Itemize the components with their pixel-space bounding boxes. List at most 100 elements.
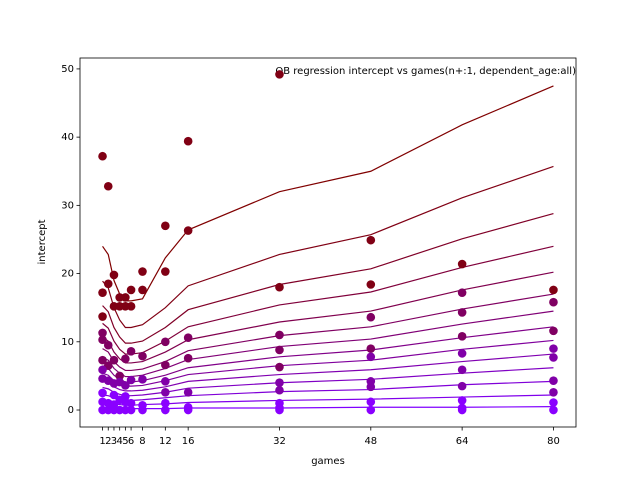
scatter-point bbox=[549, 353, 558, 362]
scatter-point bbox=[366, 382, 376, 392]
scatter-point bbox=[457, 403, 467, 413]
scatter-point bbox=[98, 365, 107, 375]
scatter-point bbox=[549, 285, 558, 295]
scatter-point bbox=[138, 375, 147, 384]
scatter-point bbox=[98, 288, 107, 297]
scatter-point bbox=[161, 387, 170, 397]
x-tick-label: 3 bbox=[111, 436, 117, 447]
scatter-point bbox=[366, 344, 376, 353]
scatter-point bbox=[98, 328, 107, 338]
scatter-point bbox=[457, 381, 467, 391]
scatter-point bbox=[161, 221, 170, 231]
scatter-point bbox=[275, 345, 284, 355]
scatter-point bbox=[161, 360, 170, 370]
series-line bbox=[102, 271, 554, 364]
scatter-point bbox=[457, 288, 467, 297]
scatter-point bbox=[103, 279, 113, 289]
scatter-point bbox=[126, 302, 136, 311]
scatter-point bbox=[109, 355, 119, 365]
scatter-point bbox=[366, 352, 376, 362]
scatter-point bbox=[275, 70, 284, 79]
scatter-point bbox=[138, 351, 147, 361]
scatter-point bbox=[121, 354, 130, 364]
scatter-point bbox=[549, 405, 558, 415]
scatter-point bbox=[366, 235, 376, 245]
scatter-point bbox=[549, 398, 558, 407]
x-tick-label: 4 bbox=[116, 436, 122, 447]
scatter-point bbox=[161, 377, 170, 386]
scatter-point bbox=[275, 385, 284, 395]
scatter-point bbox=[103, 340, 113, 350]
scatter-point bbox=[183, 136, 193, 146]
scatter-point bbox=[109, 400, 119, 409]
series-line bbox=[102, 212, 554, 344]
x-tick-label: 16 bbox=[182, 436, 195, 447]
scatter-point bbox=[366, 405, 376, 415]
series-line bbox=[102, 310, 554, 378]
x-tick-label: 1 bbox=[99, 436, 105, 447]
scatter-point bbox=[98, 335, 107, 345]
x-tick-label: 12 bbox=[159, 436, 172, 447]
scatter-point bbox=[457, 332, 467, 341]
scatter-point bbox=[126, 285, 136, 295]
scatter-point bbox=[126, 375, 136, 385]
scatter-point bbox=[457, 308, 467, 317]
y-tick-label: 30 bbox=[61, 200, 74, 211]
scatter-point bbox=[126, 347, 136, 356]
scatter-point bbox=[121, 381, 130, 390]
x-tick-label: 64 bbox=[456, 436, 469, 447]
scatter-point bbox=[161, 405, 170, 415]
scatter-point bbox=[126, 398, 136, 408]
scatter-point bbox=[275, 403, 284, 413]
scatter-point bbox=[126, 405, 136, 415]
chart-title: QB regression intercept vs games(n+:1, d… bbox=[275, 66, 576, 77]
scatter-point bbox=[366, 397, 376, 407]
scatter-point bbox=[115, 371, 124, 381]
scatter-point bbox=[366, 280, 376, 289]
scatter-point bbox=[109, 390, 119, 400]
y-tick-label: 40 bbox=[61, 132, 74, 143]
scatter-point bbox=[275, 282, 284, 292]
scatter-point bbox=[183, 226, 193, 235]
scatter-point bbox=[98, 151, 107, 161]
scatter-point bbox=[549, 297, 558, 307]
scatter-point bbox=[366, 312, 376, 322]
scatter-point bbox=[161, 267, 170, 276]
scatter-point bbox=[161, 337, 170, 347]
scatter-point bbox=[457, 349, 467, 358]
scatter-point bbox=[549, 326, 558, 336]
scatter-point bbox=[457, 396, 467, 405]
scatter-point bbox=[549, 387, 558, 397]
y-tick-label: 50 bbox=[61, 64, 74, 75]
scatter-point bbox=[138, 267, 147, 276]
x-tick-label: 80 bbox=[547, 436, 560, 447]
x-tick-label: 8 bbox=[139, 436, 145, 447]
y-tick-label: 20 bbox=[61, 269, 74, 280]
x-tick-label: 2 bbox=[105, 436, 111, 447]
x-tick-label: 5 bbox=[122, 436, 128, 447]
x-tick-label: 48 bbox=[364, 436, 377, 447]
scatter-point bbox=[183, 387, 193, 397]
series-line bbox=[102, 85, 554, 302]
scatter-point bbox=[183, 353, 193, 363]
y-tick-label: 10 bbox=[61, 337, 74, 348]
scatter-point bbox=[138, 400, 147, 410]
scatter-point bbox=[275, 378, 284, 388]
scatter-point bbox=[457, 259, 467, 269]
scatter-point bbox=[457, 365, 467, 375]
series-line bbox=[102, 293, 554, 372]
scatter-point bbox=[98, 312, 107, 321]
series-line bbox=[102, 339, 554, 387]
scatter-point bbox=[109, 270, 119, 280]
scatter-point bbox=[121, 293, 130, 302]
series-line bbox=[102, 165, 554, 329]
x-axis-label: games bbox=[311, 456, 345, 467]
scatter-point bbox=[275, 362, 284, 372]
scatter-point bbox=[549, 344, 558, 353]
scatter-point bbox=[549, 376, 558, 385]
scatter-point bbox=[161, 398, 170, 408]
scatter-point bbox=[103, 181, 113, 191]
y-axis-label: intercept bbox=[37, 219, 48, 264]
series-line bbox=[102, 406, 554, 410]
